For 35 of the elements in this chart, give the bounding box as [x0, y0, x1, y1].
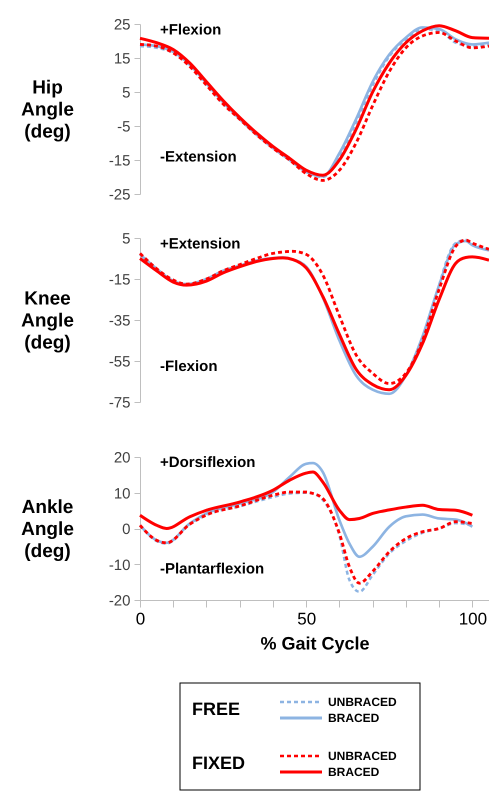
legend-label: BRACED — [328, 765, 380, 779]
x-tick-label: 50 — [297, 610, 316, 628]
y-axis-title: Knee Angle (deg) — [21, 288, 74, 354]
y-tick-label: -20 — [108, 592, 130, 610]
legend-label: UNBRACED — [328, 749, 397, 763]
y-axis-title: Hip Angle (deg) — [21, 78, 74, 142]
x-axis-title: % Gait Cycle — [260, 634, 370, 654]
x-tick-label: 0 — [136, 610, 146, 628]
x-tick-label: 100 — [458, 610, 488, 628]
annotation: -Extension — [160, 148, 237, 166]
y-axis-title: Ankle Angle (deg) — [21, 497, 74, 562]
annotation: -Plantarflexion — [160, 560, 264, 578]
y-tick-label: -35 — [108, 312, 130, 330]
legend-label: BRACED — [328, 711, 380, 725]
y-tick-label: 5 — [122, 230, 130, 248]
annotation: +Dorsiflexion — [160, 454, 256, 471]
annotation: +Flexion — [160, 21, 222, 38]
y-tick-label: 0 — [122, 521, 130, 538]
y-tick-label: 5 — [122, 84, 130, 102]
y-tick-label: -55 — [108, 354, 130, 370]
legend-label: UNBRACED — [328, 695, 397, 709]
annotation: +Extension — [160, 235, 240, 252]
text: FIXED — [192, 753, 246, 773]
annotation: -Flexion — [160, 358, 218, 375]
y-tick-label: -15 — [108, 272, 130, 288]
y-tick-label: 20 — [114, 450, 130, 466]
y-tick-label: -10 — [108, 556, 130, 574]
y-tick-label: 25 — [114, 16, 130, 34]
y-tick-label: -75 — [108, 394, 130, 412]
y-tick-label: -15 — [108, 152, 130, 170]
y-tick-label: -25 — [108, 186, 130, 204]
text: FREE — [192, 699, 240, 719]
y-tick-label: 15 — [114, 50, 130, 68]
y-tick-label: 10 — [114, 485, 130, 502]
y-tick-label: -5 — [117, 118, 130, 136]
